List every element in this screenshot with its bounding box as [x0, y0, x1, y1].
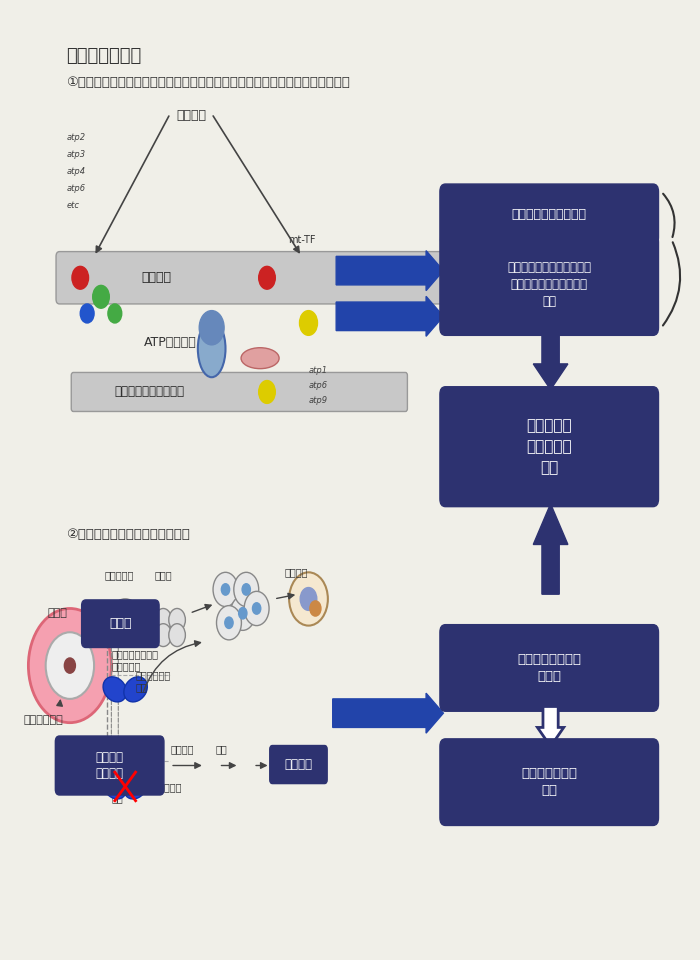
Text: 花粉母細胞: 花粉母細胞 — [104, 570, 134, 581]
Circle shape — [64, 658, 76, 673]
Text: 花粉への養分
供給: 花粉への養分 供給 — [136, 670, 171, 692]
Circle shape — [242, 584, 251, 595]
Text: atp3: atp3 — [66, 150, 85, 158]
Circle shape — [108, 599, 143, 646]
Text: atp2: atp2 — [66, 132, 85, 142]
FancyBboxPatch shape — [71, 372, 407, 412]
Text: 花粉不稔: 花粉不稔 — [284, 758, 312, 771]
Ellipse shape — [103, 774, 127, 799]
FancyBboxPatch shape — [270, 746, 327, 783]
Ellipse shape — [198, 320, 225, 377]
Circle shape — [155, 609, 172, 632]
Circle shape — [72, 266, 89, 289]
Text: 細胞質雄
性不稔株: 細胞質雄 性不稔株 — [96, 751, 124, 780]
Ellipse shape — [124, 774, 147, 799]
Circle shape — [300, 311, 318, 335]
FancyArrow shape — [336, 297, 443, 336]
Circle shape — [253, 603, 261, 614]
Ellipse shape — [124, 677, 147, 702]
Text: タペート細胞: タペート細胞 — [24, 715, 63, 725]
Ellipse shape — [241, 348, 279, 369]
Text: atp6: atp6 — [66, 184, 85, 193]
FancyArrow shape — [533, 332, 568, 390]
Circle shape — [29, 609, 111, 723]
Text: 冷害克服の基盤
構築: 冷害克服の基盤 構築 — [522, 767, 578, 797]
Circle shape — [230, 596, 256, 631]
Circle shape — [155, 624, 172, 646]
FancyArrow shape — [332, 693, 443, 733]
Text: 四分子: 四分子 — [155, 570, 173, 581]
Text: 花粉嚢: 花粉嚢 — [47, 608, 67, 618]
Text: atp9: atp9 — [309, 396, 328, 405]
Circle shape — [216, 606, 242, 640]
Ellipse shape — [103, 677, 127, 702]
Circle shape — [199, 311, 224, 345]
FancyBboxPatch shape — [440, 625, 659, 711]
Text: 成熟花粉: 成熟花粉 — [284, 567, 308, 578]
Circle shape — [259, 266, 275, 289]
FancyBboxPatch shape — [55, 736, 164, 795]
Text: ミトコンドリアゲノム: ミトコンドリアゲノム — [114, 386, 184, 398]
Text: 細胞: 細胞 — [216, 744, 228, 755]
Circle shape — [225, 617, 233, 629]
FancyBboxPatch shape — [440, 184, 659, 245]
Circle shape — [244, 591, 269, 626]
Circle shape — [46, 633, 94, 699]
FancyArrow shape — [336, 251, 443, 291]
FancyBboxPatch shape — [440, 387, 659, 507]
FancyBboxPatch shape — [56, 252, 450, 304]
FancyBboxPatch shape — [440, 739, 659, 826]
Text: mt-TF: mt-TF — [288, 235, 315, 245]
Text: 植物の呼吸
能の人為的
制御: 植物の呼吸 能の人為的 制御 — [526, 419, 572, 475]
Text: ATP合成酵素: ATP合成酵素 — [144, 336, 197, 348]
Circle shape — [221, 584, 230, 595]
Text: atp6: atp6 — [309, 381, 328, 390]
Text: atp4: atp4 — [66, 167, 85, 176]
FancyBboxPatch shape — [82, 600, 159, 647]
Circle shape — [169, 609, 186, 632]
Text: 形態異常: 形態異常 — [170, 744, 194, 755]
FancyArrow shape — [538, 707, 564, 747]
Text: atp1: atp1 — [309, 366, 328, 374]
Circle shape — [300, 588, 317, 611]
Text: etc: etc — [66, 202, 79, 210]
Text: 核とミトコンドリアゲノム
のクロストークの実体の
解明: 核とミトコンドリアゲノム のクロストークの実体の 解明 — [508, 261, 592, 308]
Circle shape — [234, 572, 259, 607]
Circle shape — [213, 572, 238, 607]
Text: 雄性不稔発現機構
の解明: 雄性不稔発現機構 の解明 — [517, 653, 581, 683]
FancyArrow shape — [533, 504, 568, 594]
Text: 呼吸関連遺伝子の同定: 呼吸関連遺伝子の同定 — [512, 208, 587, 221]
Circle shape — [310, 601, 321, 616]
Text: ①環境応答における核・ミトコンドリアの遺伝子発現でのクロストークの解析: ①環境応答における核・ミトコンドリアの遺伝子発現でのクロストークの解析 — [66, 76, 350, 88]
Circle shape — [289, 572, 328, 626]
Text: 核ゲノム: 核ゲノム — [141, 272, 172, 284]
Circle shape — [108, 304, 122, 323]
Text: ミトコンドリアの
分裂・増殖: ミトコンドリアの 分裂・増殖 — [111, 649, 158, 671]
Circle shape — [259, 380, 275, 403]
Circle shape — [92, 285, 109, 308]
Text: ミトコンドリアの
増殖阻害・異常分裂・分化
阻害: ミトコンドリアの 増殖阻害・異常分裂・分化 阻害 — [111, 770, 182, 804]
Text: 転写因子: 転写因子 — [176, 108, 206, 122]
Circle shape — [169, 624, 186, 646]
FancyBboxPatch shape — [440, 234, 659, 335]
Circle shape — [118, 613, 132, 633]
Text: ②雄性不稔発現の分子機構の解明: ②雄性不稔発現の分子機構の解明 — [66, 528, 190, 540]
Circle shape — [80, 304, 94, 323]
Text: 正常株: 正常株 — [109, 617, 132, 630]
Text: 研究のイメージ: 研究のイメージ — [66, 47, 141, 65]
Circle shape — [239, 608, 247, 619]
